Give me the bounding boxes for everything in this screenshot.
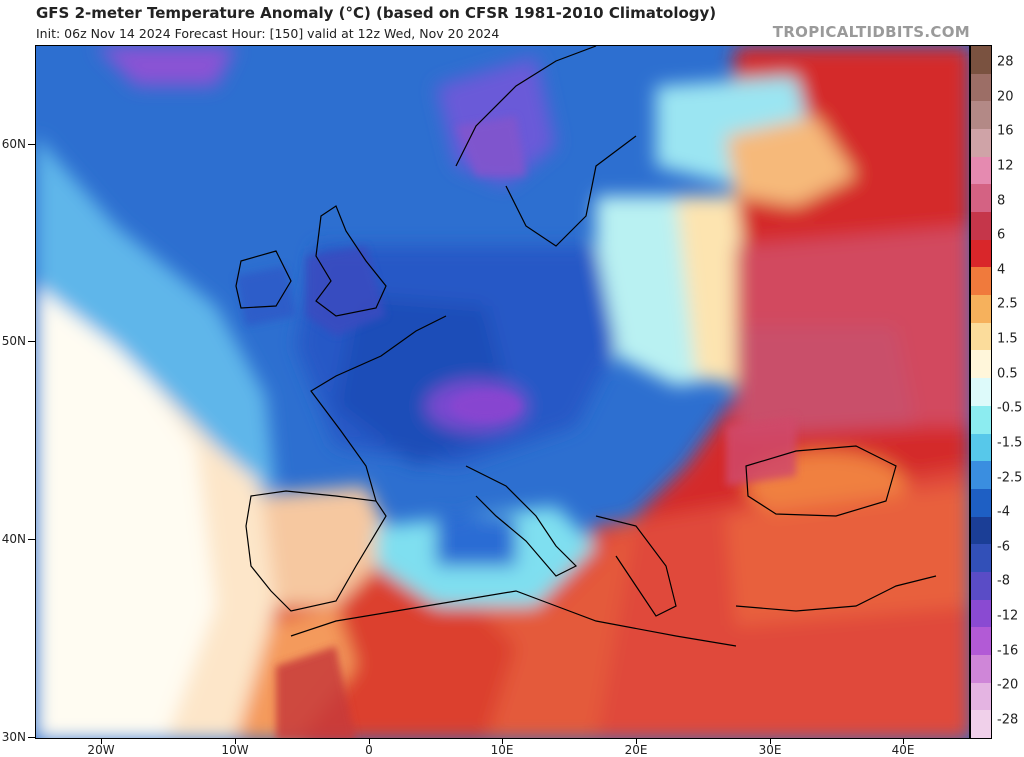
lon-label-20w: 20W — [87, 743, 115, 757]
lon-label-10w: 10W — [221, 743, 249, 757]
anomaly-field — [36, 46, 969, 738]
colorbar-label: -4 — [997, 504, 1010, 520]
lon-tick — [770, 739, 771, 744]
lat-tick — [28, 144, 35, 145]
lon-label-30e: 30E — [758, 743, 782, 757]
colorbar-swatch — [971, 295, 991, 324]
colorbar-label: 1.5 — [997, 331, 1018, 347]
lat-tick — [28, 341, 35, 342]
colorbar-swatch — [971, 101, 991, 130]
colorbar-label: -12 — [997, 608, 1019, 624]
temperature-anomaly-map — [35, 45, 970, 739]
colorbar-label: 8 — [997, 193, 1006, 209]
colorbar-swatch — [971, 599, 991, 628]
colorbar-swatch — [971, 433, 991, 462]
colorbar-swatch — [971, 322, 991, 351]
colorbar-swatch — [971, 461, 991, 490]
lon-label-20e: 20E — [624, 743, 648, 757]
lon-label-40e: 40E — [891, 743, 915, 757]
colorbar-swatch — [971, 267, 991, 296]
colorbar-swatch — [971, 627, 991, 656]
colorbar-label: 20 — [997, 89, 1014, 105]
colorbar-label: -0.5 — [997, 400, 1023, 416]
colorbar-label: 2.5 — [997, 296, 1018, 312]
map-subtitle: Init: 06z Nov 14 2024 Forecast Hour: [15… — [36, 26, 500, 41]
lon-label-10e: 10E — [490, 743, 514, 757]
colorbar-swatch — [971, 516, 991, 545]
credit-watermark: TROPICALTIDBITS.COM — [772, 23, 970, 41]
lat-label-40n: 40N — [1, 532, 26, 546]
colorbar-swatch — [971, 239, 991, 268]
colorbar-swatch — [971, 46, 991, 74]
colorbar-label: -28 — [997, 712, 1019, 728]
lat-label-50n: 50N — [1, 334, 26, 348]
lon-tick — [101, 739, 102, 744]
coastlines — [235, 46, 937, 647]
colorbar-swatch — [971, 654, 991, 683]
lat-label-60n: 60N — [1, 137, 26, 151]
colorbar-swatch — [971, 544, 991, 573]
colorbar-label: 16 — [997, 123, 1014, 139]
colorbar-label: -16 — [997, 643, 1019, 659]
lat-tick — [28, 737, 35, 738]
colorbar-swatch — [971, 682, 991, 711]
colorbar-swatch — [971, 488, 991, 517]
colorbar-label: 4 — [997, 262, 1006, 278]
colorbar-swatch — [971, 710, 991, 739]
colorbar-swatch — [971, 571, 991, 600]
lon-tick — [235, 739, 236, 744]
colorbar-label: -8 — [997, 573, 1010, 589]
colorbar-swatch — [971, 378, 991, 407]
lon-tick — [903, 739, 904, 744]
colorbar-label: -6 — [997, 539, 1010, 555]
colorbar-swatch — [971, 405, 991, 434]
colorbar-label: 12 — [997, 158, 1014, 174]
colorbar-swatch — [971, 73, 991, 102]
colorbar-swatch — [971, 129, 991, 158]
lon-tick — [502, 739, 503, 744]
colorbar-swatch — [971, 184, 991, 213]
colorbar-label: -1.5 — [997, 435, 1023, 451]
map-title: GFS 2-meter Temperature Anomaly (°C) (ba… — [36, 4, 717, 22]
lat-tick — [28, 539, 35, 540]
colorbar-swatch — [971, 212, 991, 241]
colorbar-label: -2.5 — [997, 470, 1023, 486]
colorbar — [970, 45, 992, 739]
lat-label-30n: 30N — [1, 730, 26, 744]
colorbar-label: 0.5 — [997, 366, 1018, 382]
lon-label-0: 0 — [365, 743, 373, 757]
colorbar-label: -20 — [997, 677, 1019, 693]
lon-tick — [636, 739, 637, 744]
colorbar-label: 6 — [997, 227, 1006, 243]
lon-tick — [369, 739, 370, 744]
colorbar-label: 28 — [997, 54, 1014, 70]
colorbar-swatch — [971, 156, 991, 185]
colorbar-swatch — [971, 350, 991, 379]
